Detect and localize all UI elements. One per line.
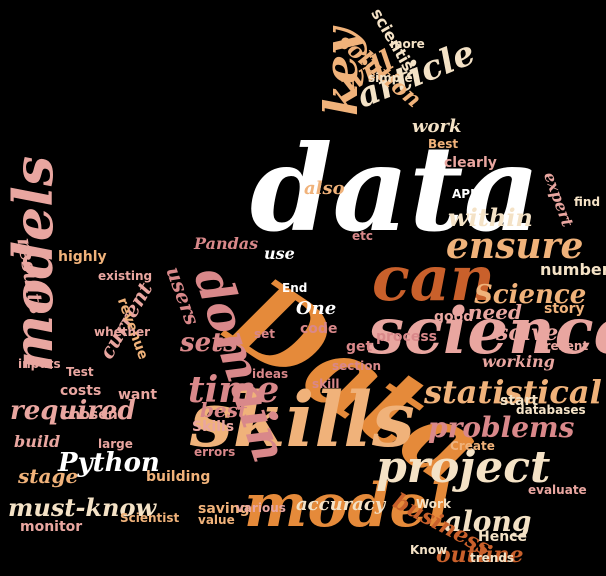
word-working: working: [482, 352, 555, 371]
word-hence: Hence: [478, 529, 527, 545]
word-best: Best: [428, 137, 459, 151]
word-skills: skills: [190, 375, 415, 464]
word-work: work: [412, 116, 462, 137]
word-stage: stage: [18, 464, 79, 488]
word-api: API: [452, 187, 475, 201]
word-end: End: [282, 281, 308, 295]
word-python: Python: [58, 448, 160, 478]
word-best: best: [200, 398, 248, 422]
word-trends: trends: [470, 551, 515, 565]
word-skills: Skills: [192, 419, 235, 435]
word-create: Create: [450, 439, 495, 453]
word-solve: solve: [496, 320, 559, 346]
word-know: Know: [410, 543, 448, 557]
word-find: find: [574, 195, 601, 209]
word-clearly: clearly: [444, 155, 497, 171]
word-work: Work: [416, 497, 451, 511]
word-set: set: [254, 327, 276, 341]
word-along: along: [444, 505, 532, 538]
word-costs: costs: [60, 383, 102, 399]
word-etc: etc: [352, 229, 373, 243]
word-can: can: [372, 242, 496, 315]
word-time: time: [188, 369, 280, 411]
word-start: start: [500, 393, 539, 409]
word-simple: simple: [368, 71, 413, 85]
word-ideas: ideas: [252, 367, 289, 381]
word-expert: expert: [540, 169, 578, 230]
word-use: use: [264, 244, 295, 263]
word-problems: problems: [428, 411, 575, 444]
word-errors: errors: [194, 445, 236, 459]
word-section: section: [332, 359, 382, 373]
word-want: want: [118, 387, 158, 403]
word-large: large: [98, 437, 133, 451]
word-pandas: Pandas: [194, 234, 259, 253]
word-value: value: [198, 513, 235, 527]
word-required: required: [10, 396, 136, 426]
word-project: project: [376, 442, 551, 493]
word-building: building: [146, 469, 211, 485]
word-also: also: [304, 178, 345, 199]
word-science: science: [368, 294, 606, 369]
word-monitor: monitor: [20, 519, 83, 535]
word-present: present: [536, 339, 589, 353]
word-good: good: [434, 309, 474, 325]
word-ensure: ensure: [446, 225, 584, 267]
word-more: more: [390, 37, 425, 51]
word-code: code: [300, 321, 338, 337]
word-scientist: Scientist: [120, 511, 180, 525]
word-inputs: inputs: [18, 357, 61, 371]
word-evaluate: evaluate: [528, 483, 587, 497]
word-accuracy: accuracy: [296, 494, 386, 515]
word-existing: existing: [98, 269, 153, 283]
word-highly: highly: [58, 249, 107, 265]
word-outline: outline: [436, 542, 524, 568]
word-test: Test: [66, 365, 94, 379]
word-within: within: [448, 203, 533, 232]
word-must-know: must-know: [8, 493, 157, 522]
word-databases: databases: [516, 403, 586, 417]
word-saving: saving: [198, 501, 250, 517]
word-sets: sets: [180, 328, 238, 358]
word-need: need: [468, 300, 522, 324]
word-whether: whether: [94, 325, 151, 339]
word-chosen: chosen: [62, 407, 118, 423]
word-various: various: [236, 501, 286, 515]
word-story: story: [544, 301, 585, 317]
word-science: Science: [474, 280, 587, 310]
word-number: number: [540, 260, 606, 279]
word-data: data: [250, 119, 540, 258]
word-model: model: [244, 471, 451, 541]
word-get: get: [346, 339, 373, 355]
word-one: One: [296, 298, 337, 319]
word-process: process: [376, 329, 438, 345]
word-statistical: statistical: [424, 373, 602, 411]
word-skill: skill: [312, 377, 340, 391]
word-build: build: [14, 432, 61, 451]
